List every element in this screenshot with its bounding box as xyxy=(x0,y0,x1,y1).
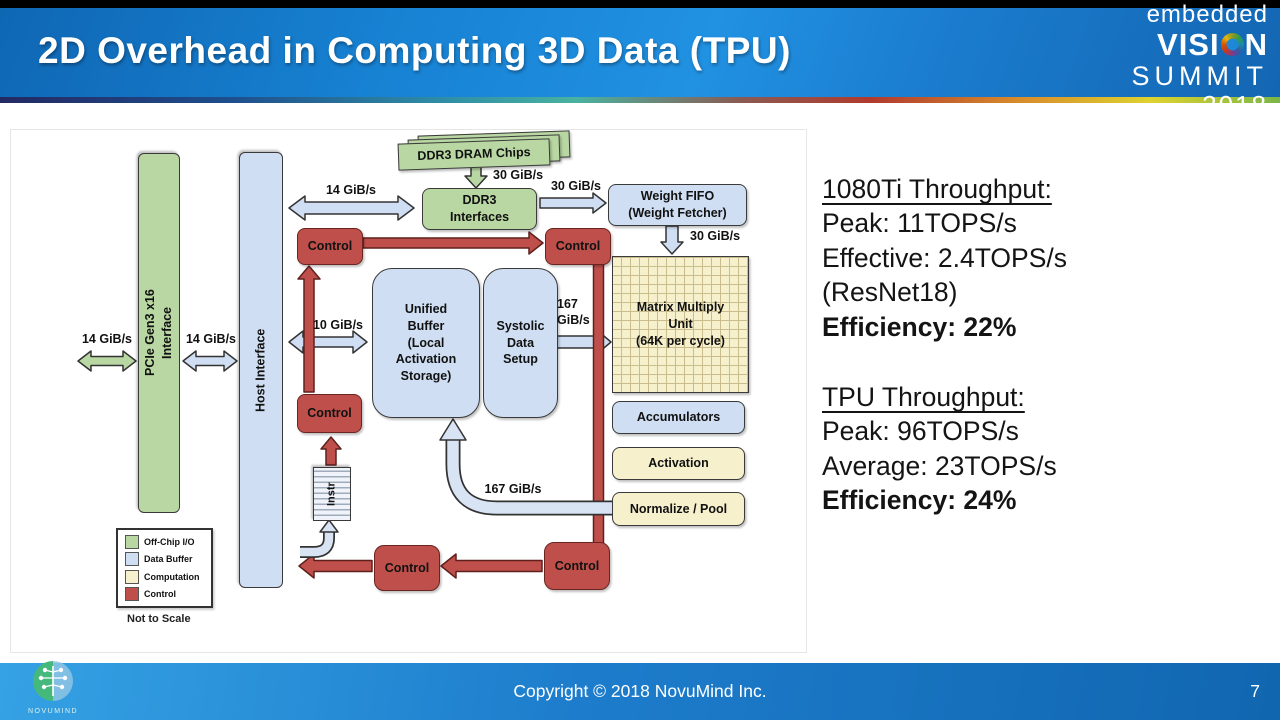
legend-label: Off-Chip I/O xyxy=(144,537,195,548)
label-bw-host-ddr3: 14 GiB/s xyxy=(325,183,377,197)
gpu-effective: Effective: 2.4TOPS/s xyxy=(822,242,1067,273)
block-host-interface: Host Interface xyxy=(239,152,283,588)
legend-item: Off-Chip I/O xyxy=(125,535,211,550)
legend-swatch-computation xyxy=(125,569,139,584)
block-ddr3-interfaces: DDR3 Interfaces xyxy=(422,188,537,230)
event-logo: embedded VISI N SUMMIT 2018 xyxy=(1068,1,1268,120)
legend-label: Control xyxy=(144,588,176,599)
block-dram-chips: DDR3 DRAM Chips xyxy=(397,138,551,171)
top-letterbox-bar xyxy=(0,0,1280,8)
block-pcie-interface: PCIe Gen3 x16 Interface xyxy=(138,153,180,513)
block-unified-buffer: Unified Buffer (Local Activation Storage… xyxy=(372,268,480,418)
block-instruction-queue: Instr xyxy=(313,467,351,521)
rainbow-divider xyxy=(0,97,1280,103)
block-normalize-pool: Normalize / Pool xyxy=(612,492,745,526)
novumind-brand: NOVUMIND xyxy=(28,708,79,715)
block-weight-fifo: Weight FIFO (Weight Fetcher) xyxy=(608,184,747,226)
block-activation: Activation xyxy=(612,447,745,480)
legend-item: Data Buffer xyxy=(125,552,211,567)
legend-swatch-offchip xyxy=(125,535,139,550)
tpu-heading: TPU Throughput: xyxy=(822,382,1025,413)
label-bw-external: 14 GiB/s xyxy=(81,332,133,346)
vision-text-suffix: N xyxy=(1244,27,1268,62)
block-systolic-setup: Systolic Data Setup xyxy=(483,268,558,418)
tpu-efficiency: Efficiency: 24% xyxy=(822,485,1017,516)
vision-text-prefix: VISI xyxy=(1157,27,1220,62)
copyright-text: Copyright © 2018 NovuMind Inc. xyxy=(513,681,767,701)
block-matrix-multiply-unit: Matrix Multiply Unit (64K per cycle) xyxy=(612,256,749,393)
label-bw-return: 167 GiB/s xyxy=(484,482,542,496)
event-logo-summit: SUMMIT xyxy=(1131,61,1268,91)
block-control-mid-left: Control xyxy=(297,394,362,433)
block-accumulators: Accumulators xyxy=(612,401,745,434)
gpu-heading: 1080Ti Throughput: xyxy=(822,174,1052,204)
event-logo-vision: VISI N xyxy=(1068,29,1268,60)
label-bw-host-buffer: 10 GiB/s xyxy=(312,318,364,332)
event-logo-embedded: embedded xyxy=(1146,1,1268,28)
novumind-logo: NOVUMIND xyxy=(28,660,78,715)
legend-label: Computation xyxy=(144,571,200,582)
block-control-bottom-middle: Control xyxy=(374,545,440,591)
legend-item: Computation xyxy=(125,569,211,584)
label-bw-dram: 30 GiB/s xyxy=(493,168,544,182)
label-bw-ddr3-fifo: 30 GiB/s xyxy=(550,179,602,193)
tpu-peak: Peak: 96TOPS/s xyxy=(822,416,1019,447)
footer-bar: NOVUMIND Copyright © 2018 NovuMind Inc. … xyxy=(0,660,1280,720)
color-wheel-icon xyxy=(1220,33,1244,56)
label-bw-systolic-mmu: 167 GiB/s xyxy=(557,297,590,327)
label-bw-pcie-host: 14 GiB/s xyxy=(185,332,237,346)
gpu-peak: Peak: 11TOPS/s xyxy=(822,208,1017,239)
throughput-stats: 1080Ti Throughput: Peak: 11TOPS/s Effect… xyxy=(822,172,1272,518)
legend-label: Data Buffer xyxy=(144,554,193,565)
page-number: 7 xyxy=(1250,681,1260,701)
legend-swatch-databuffer xyxy=(125,552,139,567)
title-bar xyxy=(0,8,1280,98)
not-to-scale-note: Not to Scale xyxy=(127,613,191,625)
legend-swatch-control xyxy=(125,586,139,601)
block-control-bottom-right: Control xyxy=(544,542,610,590)
gpu-efficiency: Efficiency: 22% xyxy=(822,311,1017,342)
legend-item: Control xyxy=(125,586,211,601)
block-control-top-left: Control xyxy=(297,228,363,265)
tpu-average: Average: 23TOPS/s xyxy=(822,450,1057,481)
block-control-top-right: Control xyxy=(545,228,611,265)
diagram-legend: Off-Chip I/O Data Buffer Computation Con… xyxy=(116,528,213,608)
page-title: 2D Overhead in Computing 3D Data (TPU) xyxy=(38,30,791,71)
tpu-diagram-frame xyxy=(10,129,807,653)
event-logo-year: 2018 xyxy=(1202,90,1268,120)
label-bw-fifo-mmu: 30 GiB/s xyxy=(690,229,741,243)
gpu-model: (ResNet18) xyxy=(822,277,958,308)
brain-icon xyxy=(33,661,73,701)
